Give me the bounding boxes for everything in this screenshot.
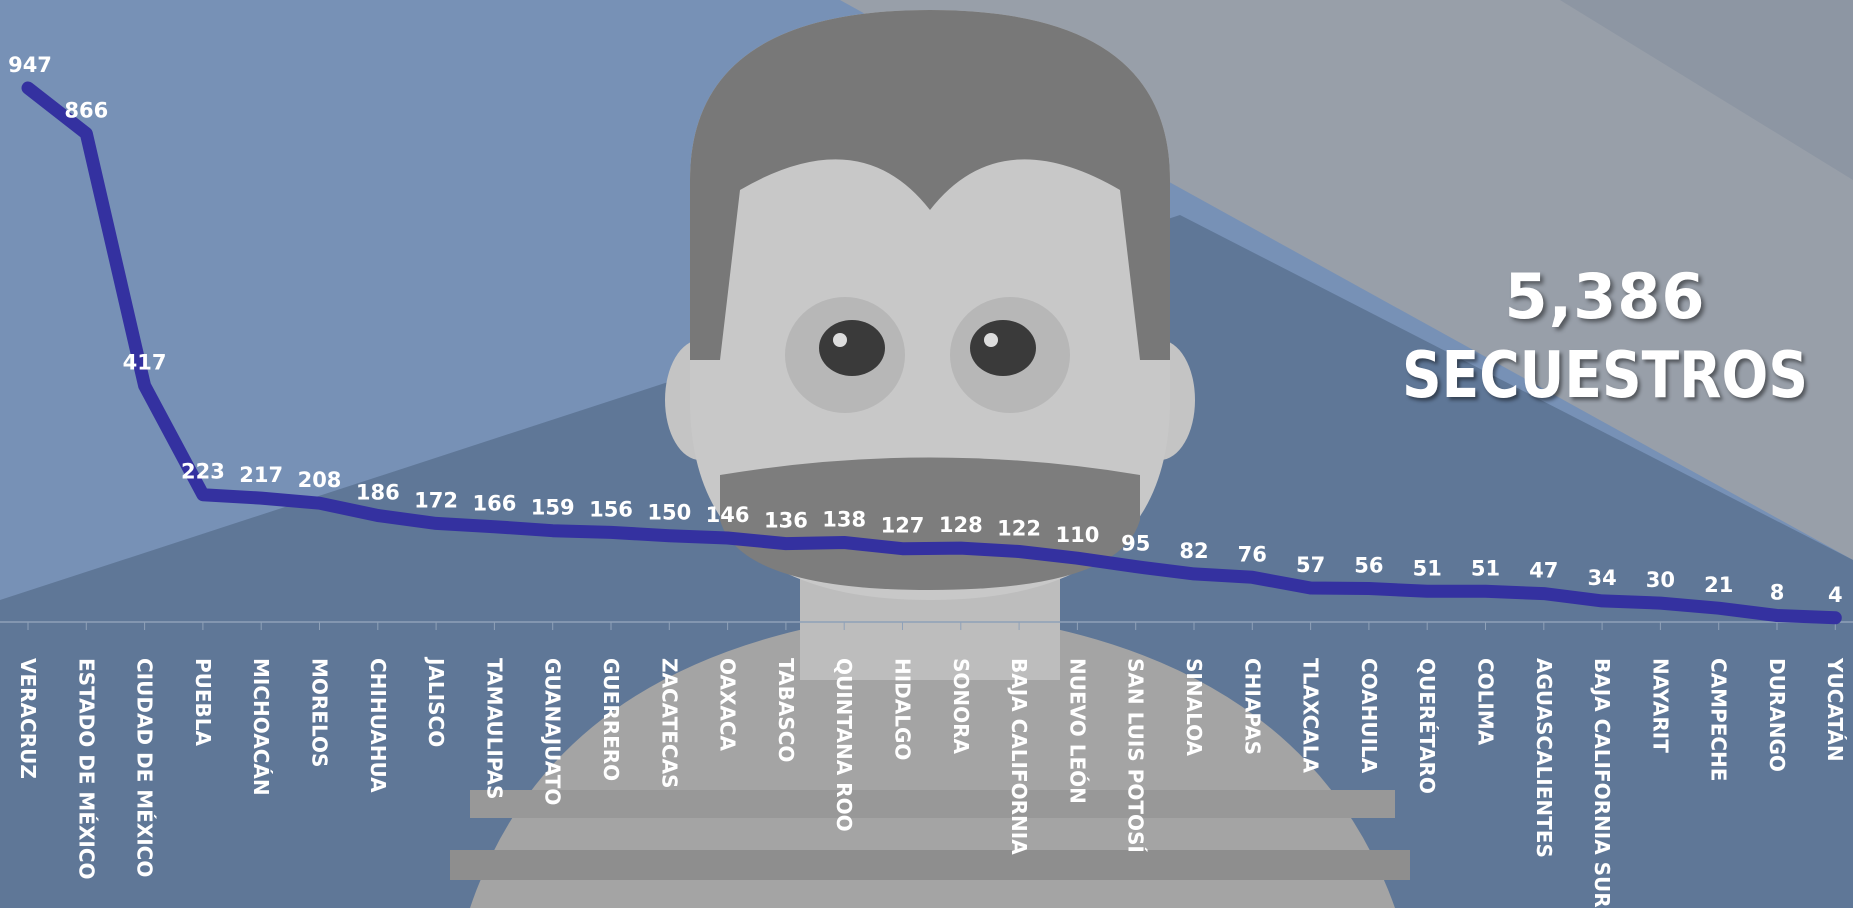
data-label: 51 [1413,556,1442,580]
data-label: 51 [1471,556,1500,580]
x-tick-label: VERACRUZ [16,658,40,779]
data-label: 138 [822,507,866,531]
x-tick-label: COLIMA [1474,658,1498,746]
x-tick-label: BAJA CALIFORNIA [1007,658,1031,855]
data-label: 159 [531,496,575,520]
x-tick-label: NUEVO LEÓN [1065,658,1089,804]
x-tick-label: ESTADO DE MÉXICO [74,658,98,880]
data-labels: 947 866 417 223 217 208 186 172 166 159 156 150 146 1… [8,53,1843,607]
data-label: 146 [706,503,750,527]
x-tick-label: OAXACA [716,658,740,752]
x-tick-label: TAMAULIPAS [482,658,506,799]
data-label: 95 [1121,532,1150,556]
x-tick-label: SONORA [949,658,973,755]
x-tick-label: CIUDAD DE MÉXICO [133,658,157,877]
x-tick-label: AGUASCALIENTES [1532,658,1556,858]
x-tick-label: CHIHUAHUA [366,658,390,793]
total-summary: 5,386 SECUESTROS [1330,258,1853,416]
data-label: 947 [8,53,52,77]
data-label: 172 [414,488,458,512]
x-tick-label: QUERÉTARO [1415,658,1439,794]
x-tick-label: CHIAPAS [1240,658,1264,755]
data-label: 4 [1828,583,1843,607]
data-label: 8 [1770,581,1785,605]
x-tick-label: COAHUILA [1357,658,1381,774]
x-tick-label: HIDALGO [891,658,915,760]
x-tick-label: QUINTANA ROO [832,658,856,832]
data-label: 127 [881,514,925,538]
data-label: 82 [1179,539,1208,563]
data-label: 76 [1238,542,1267,566]
data-label: 223 [181,460,225,484]
x-tick-label: YUCATÁN [1823,657,1847,762]
data-label: 56 [1354,554,1383,578]
data-label: 217 [239,463,283,487]
data-label: 34 [1587,566,1616,590]
x-tick-label: BAJA CALIFORNIA SUR [1590,658,1614,908]
total-count: 5,386 [1504,260,1706,333]
data-label: 122 [997,516,1041,540]
data-label: 128 [939,513,983,537]
total-label: SECUESTROS [1402,339,1808,413]
data-label: 47 [1529,559,1558,583]
x-tick-label: PUEBLA [191,658,215,747]
series-line [21,81,1842,625]
x-tick-label: ZACATECAS [657,658,681,788]
data-label: 57 [1296,553,1325,577]
x-tick-label: SINALOA [1182,658,1206,757]
x-tick-label: GUERRERO [599,658,623,781]
x-tick-label: NAYARIT [1648,658,1672,753]
x-axis-ticks [27,622,1836,630]
x-tick-label: MORELOS [308,658,332,767]
data-label: 21 [1704,573,1733,597]
data-label: 417 [123,351,167,375]
data-label: 166 [472,492,516,516]
data-label: 30 [1646,568,1675,592]
x-axis-tick-labels: VERACRUZ ESTADO DE MÉXICO CIUDAD DE MÉXICO… [16,656,1847,908]
data-label: 866 [64,99,108,123]
x-tick-label: DURANGO [1765,658,1789,772]
x-tick-label: MICHOACÁN [249,658,273,796]
x-tick-label: SAN LUIS POTOSÍ [1124,658,1148,853]
masked-face-illustration [450,10,1410,908]
x-tick-label: JALISCO [424,656,448,747]
data-label: 156 [589,497,633,521]
data-label: 208 [298,468,342,492]
data-label: 136 [764,509,808,533]
data-label: 150 [647,501,691,525]
data-label: 186 [356,481,400,505]
x-tick-label: TABASCO [774,658,798,762]
x-tick-label: CAMPECHE [1707,658,1731,781]
x-tick-label: TLAXCALA [1299,658,1323,773]
x-tick-label: GUANAJUATO [541,658,565,805]
data-label: 110 [1055,523,1099,547]
